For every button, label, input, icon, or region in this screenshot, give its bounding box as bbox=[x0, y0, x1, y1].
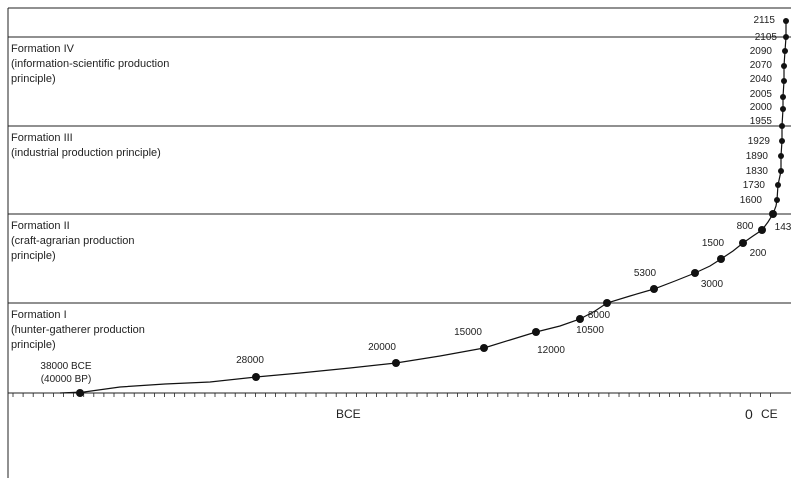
data-point-marker bbox=[603, 299, 611, 307]
data-point-label: 1730 bbox=[743, 180, 766, 191]
data-point-label: 1600 bbox=[740, 195, 763, 206]
data-point-label: 1955 bbox=[750, 116, 773, 127]
x-axis-label-ce: CE bbox=[761, 407, 778, 421]
data-point-marker bbox=[775, 182, 781, 188]
formation-label-line: principle) bbox=[11, 73, 56, 85]
data-point-label: 1929 bbox=[748, 136, 771, 147]
formation-labels: Formation I (hunter-gatherer production pr… bbox=[11, 43, 169, 351]
formation-label: Formation III (industrial production prin… bbox=[11, 132, 161, 159]
x-axis: BCE 0 CE bbox=[8, 392, 791, 422]
data-point-marker bbox=[781, 78, 787, 84]
x-axis-label-bce: BCE bbox=[336, 407, 361, 421]
data-point-marker bbox=[650, 285, 658, 293]
data-point-label: 28000 bbox=[236, 355, 264, 366]
data-point-marker bbox=[781, 63, 787, 69]
formation-label: Formation IV (information-scientific prod… bbox=[11, 43, 169, 85]
data-point-marker bbox=[780, 106, 786, 112]
data-point-marker bbox=[774, 197, 780, 203]
series-markers bbox=[76, 18, 789, 397]
data-point-marker bbox=[252, 373, 260, 381]
x-axis-label-zero: 0 bbox=[745, 406, 753, 422]
data-point-label: 2040 bbox=[750, 74, 773, 85]
data-point-label: 2005 bbox=[750, 89, 773, 100]
data-point-marker bbox=[779, 138, 785, 144]
data-point-marker bbox=[783, 34, 789, 40]
data-point-marker bbox=[758, 226, 766, 234]
data-point-label-secondary: (40000 BP) bbox=[41, 374, 92, 385]
data-point-label: 10500 bbox=[576, 325, 604, 336]
data-point-label: 1830 bbox=[746, 166, 769, 177]
data-point-marker bbox=[532, 328, 540, 336]
data-point-label: 2115 bbox=[753, 15, 775, 26]
data-point-marker bbox=[780, 94, 786, 100]
data-point-marker bbox=[778, 153, 784, 159]
point-labels: 38000 BCE (40000 BP) 28000 20000 15000 12000 1… bbox=[40, 15, 791, 385]
data-point-marker bbox=[717, 255, 725, 263]
formation-label: Formation I (hunter-gatherer production pr… bbox=[11, 309, 145, 351]
series-line bbox=[59, 21, 787, 394]
data-point-marker bbox=[576, 315, 584, 323]
data-point-label: 1500 bbox=[702, 238, 725, 249]
formation-label-line: Formation IV bbox=[11, 43, 75, 55]
data-point-label: 2070 bbox=[750, 60, 773, 71]
x-axis-ticks bbox=[12, 393, 771, 397]
data-point-label: 1890 bbox=[746, 151, 769, 162]
data-point-label: 2105 bbox=[755, 32, 778, 43]
data-point-label: 5300 bbox=[634, 268, 657, 279]
data-point-label: 800 bbox=[737, 221, 754, 232]
formation-boundaries bbox=[8, 7, 791, 304]
data-point-label: 15000 bbox=[454, 327, 482, 338]
formation-label-line: Formation II bbox=[11, 220, 70, 232]
data-point-label: 200 bbox=[750, 248, 767, 259]
data-point-label: 2090 bbox=[750, 46, 773, 57]
data-point-marker bbox=[739, 239, 747, 247]
data-point-marker bbox=[392, 359, 400, 367]
data-point-label: 3000 bbox=[701, 279, 724, 290]
data-point-marker bbox=[778, 168, 784, 174]
formation-label-line: principle) bbox=[11, 250, 56, 262]
formation-label-line: (craft-agrarian production bbox=[11, 235, 135, 247]
data-point-marker bbox=[691, 269, 699, 277]
data-point-label: 12000 bbox=[537, 345, 565, 356]
formation-label-line: (information-scientific production bbox=[11, 58, 169, 70]
data-point-label: 8000 bbox=[588, 310, 611, 321]
formation-label-line: principle) bbox=[11, 339, 56, 351]
data-point-marker bbox=[783, 18, 789, 24]
formation-label-line: Formation III bbox=[11, 132, 73, 144]
data-point-label: 38000 BCE bbox=[40, 361, 91, 372]
data-point-marker bbox=[779, 123, 785, 129]
data-point-label: 20000 bbox=[368, 342, 396, 353]
data-point-label: 143 bbox=[775, 222, 791, 233]
formation-label-line: (industrial production principle) bbox=[11, 147, 161, 159]
data-point-marker bbox=[480, 344, 488, 352]
data-point-marker bbox=[782, 48, 788, 54]
formation-label-line: (hunter-gatherer production bbox=[11, 324, 145, 336]
data-point-label: 2000 bbox=[750, 102, 773, 113]
formation-label: Formation II (craft-agrarian production pr… bbox=[11, 220, 135, 262]
data-point-marker bbox=[769, 210, 777, 218]
formation-label-line: Formation I bbox=[11, 309, 67, 321]
data-point-marker bbox=[76, 389, 84, 397]
